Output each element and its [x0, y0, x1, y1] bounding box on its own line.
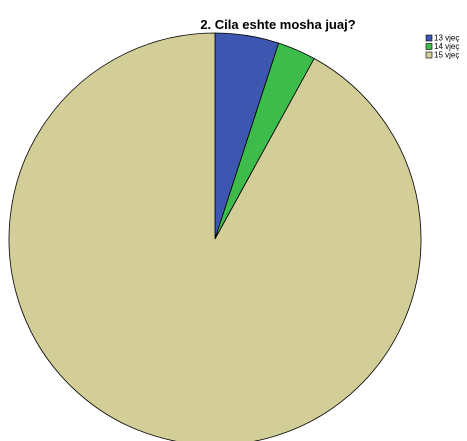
pie-slices — [8, 32, 422, 441]
chart-title: 2. Cila eshte mosha juaj? — [200, 17, 355, 32]
legend-swatch-3 — [425, 51, 433, 59]
legend-label-3: 15 vjeç — [434, 51, 459, 60]
legend-swatch-1 — [425, 34, 433, 42]
pie-slice-3 — [8, 32, 422, 441]
legend-label-1: 13 vjeç — [434, 34, 459, 43]
legend-swatch-2 — [425, 43, 433, 50]
legend-label-2: 14 vjeç — [434, 42, 459, 51]
